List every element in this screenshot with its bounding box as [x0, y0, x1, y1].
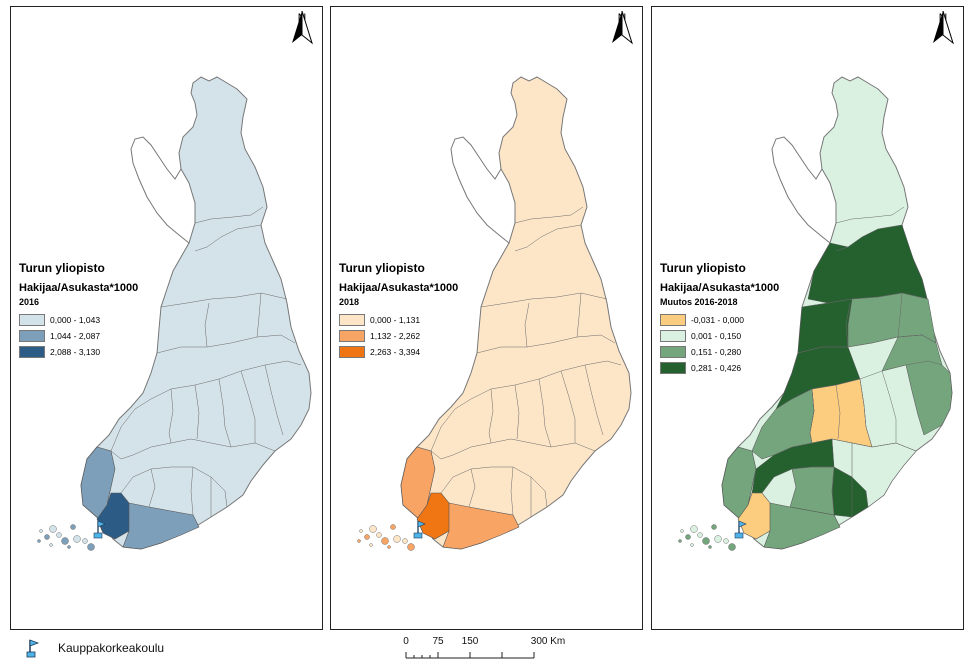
legend-label: 1,132 - 2,262: [370, 331, 421, 341]
finland-map: [37, 76, 312, 551]
finland-map: [357, 76, 632, 551]
legend-swatch: [660, 314, 686, 326]
legend-subtitle: Hakijaa/Asukasta*1000: [339, 282, 459, 294]
map-panel-2018: N Turun yliopisto Hakijaa/Asukasta*1000 …: [330, 6, 643, 630]
legend-swatch: [339, 314, 365, 326]
legend-label: 0,001 - 0,150: [691, 331, 742, 341]
region: [797, 298, 853, 354]
legend-item: 0,001 - 0,150: [660, 328, 779, 344]
point-legend: Kauppakorkeakoulu: [26, 638, 164, 658]
legend-title: Turun yliopisto: [660, 261, 746, 275]
flag-icon: [413, 520, 426, 539]
map-legend: Turun yliopisto Hakijaa/Asukasta*1000 20…: [19, 261, 138, 360]
legend-swatch: [19, 314, 45, 326]
flag-icon: [93, 520, 106, 539]
legend-item: 2,088 - 3,130: [19, 344, 138, 360]
map-regions: [37, 76, 312, 551]
legend-item: 0,000 - 1,043: [19, 312, 138, 328]
legend-year: 2018: [339, 297, 360, 307]
legend-item: 0,000 - 1,131: [339, 312, 458, 328]
scale-tick: 0: [403, 636, 409, 647]
legend-label: -0,031 - 0,000: [691, 315, 744, 325]
legend-swatch: [339, 346, 365, 358]
legend-item: -0,031 - 0,000: [660, 312, 779, 328]
legend-label: 0,151 - 0,280: [691, 347, 742, 357]
map-legend: Turun yliopisto Hakijaa/Asukasta*1000 20…: [339, 261, 458, 360]
legend-item: 0,281 - 0,426: [660, 360, 779, 376]
legend-title: Turun yliopisto: [339, 261, 425, 275]
legend-swatch: [19, 330, 45, 342]
scale-tick: 75: [432, 636, 444, 647]
north-arrow-icon: N: [931, 11, 955, 63]
region: [789, 466, 835, 516]
flag-icon: [734, 520, 747, 539]
scale-bar: 0 75 150 300 Km: [398, 636, 568, 664]
legend-label: 0,000 - 1,131: [370, 315, 421, 325]
legend-label: 2,263 - 3,394: [370, 347, 421, 357]
north-arrow-icon: N: [610, 11, 634, 63]
legend-year: 2016: [19, 297, 40, 307]
map-panel-change: N Turun yliopisto Hakijaa/Asukasta*1000 …: [651, 6, 964, 630]
legend-swatch: [339, 330, 365, 342]
region-south: [442, 502, 520, 550]
legend-label: 1,044 - 2,087: [50, 331, 101, 341]
legend-label: 2,088 - 3,130: [50, 347, 101, 357]
scale-tick: 150: [461, 636, 479, 647]
point-legend-label: Kauppakorkeakoulu: [58, 641, 165, 655]
map-regions: [678, 76, 953, 551]
scale-tick: 300 Km: [530, 636, 566, 647]
region-south: [763, 502, 841, 550]
map-legend: Turun yliopisto Hakijaa/Asukasta*1000 Mu…: [660, 261, 779, 376]
legend-item: 1,044 - 2,087: [19, 328, 138, 344]
region: [807, 224, 929, 304]
flag-icon: [26, 639, 40, 658]
north-arrow-icon: N: [290, 11, 314, 63]
legend-swatch: [19, 346, 45, 358]
legend-year: Muutos 2016-2018: [660, 297, 738, 307]
finland-map: [678, 76, 953, 551]
legend-subtitle: Hakijaa/Asukasta*1000: [19, 282, 139, 294]
country-region: [400, 76, 632, 550]
region-south: [122, 502, 200, 550]
legend-swatch: [660, 362, 686, 374]
legend-label: 0,000 - 1,043: [50, 315, 101, 325]
country-region: [80, 76, 312, 550]
legend-title: Turun yliopisto: [19, 261, 105, 275]
legend-item: 2,263 - 3,394: [339, 344, 458, 360]
map-regions: [357, 76, 632, 551]
legend-label: 0,281 - 0,426: [691, 363, 742, 373]
legend-swatch: [660, 330, 686, 342]
map-panel-2016: N Turun yliopisto Hakijaa/Asukasta*1000 …: [10, 6, 323, 630]
legend-item: 0,151 - 0,280: [660, 344, 779, 360]
legend-swatch: [660, 346, 686, 358]
legend-subtitle: Hakijaa/Asukasta*1000: [660, 282, 780, 294]
legend-item: 1,132 - 2,262: [339, 328, 458, 344]
